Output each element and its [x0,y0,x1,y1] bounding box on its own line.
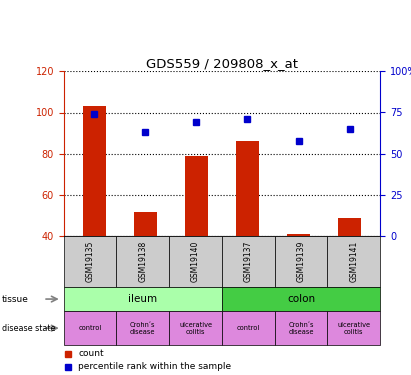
Bar [287,234,310,236]
Text: Crohnʼs
disease: Crohnʼs disease [288,322,314,334]
Text: GSM19137: GSM19137 [244,241,253,282]
Text: ulcerative
colitis: ulcerative colitis [337,322,370,334]
Text: Crohnʼs
disease: Crohnʼs disease [130,322,156,334]
Text: ileum: ileum [128,294,157,304]
Text: GSM19139: GSM19139 [297,241,305,282]
Text: percentile rank within the sample: percentile rank within the sample [78,362,231,371]
Text: ulcerative
colitis: ulcerative colitis [179,322,212,334]
Text: colon: colon [287,294,315,304]
Text: count: count [78,350,104,358]
Text: control: control [79,325,102,331]
Bar [83,106,106,236]
Text: control: control [237,325,260,331]
Bar [338,217,361,236]
Bar [134,211,157,236]
Text: tissue: tissue [2,295,29,304]
Text: GSM19135: GSM19135 [85,241,95,282]
Bar [236,141,259,236]
Bar [185,156,208,236]
Text: GSM19141: GSM19141 [349,241,358,282]
Text: GSM19140: GSM19140 [191,241,200,282]
Title: GDS559 / 209808_x_at: GDS559 / 209808_x_at [146,57,298,70]
Text: disease state: disease state [2,324,55,333]
Text: GSM19138: GSM19138 [139,241,147,282]
